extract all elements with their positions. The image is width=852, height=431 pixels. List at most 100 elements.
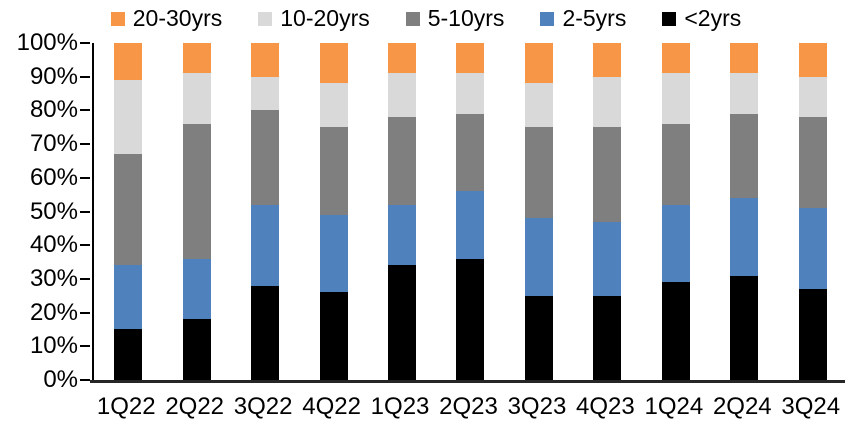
bar-segment-2-5yrs	[593, 221, 622, 296]
bar-segment-<2yrs	[798, 289, 827, 380]
y-axis-tick-mark	[80, 210, 90, 213]
bar-segment-2-5yrs	[319, 214, 348, 293]
bar-segment-10-20yrs	[182, 73, 211, 124]
bar-slot	[94, 43, 162, 380]
bar-segment-20-30yrs	[319, 43, 348, 84]
legend-swatch-icon	[540, 11, 555, 26]
legend-swatch-icon	[405, 11, 420, 26]
bar-segment-<2yrs	[114, 329, 143, 380]
bar-segment-10-20yrs	[388, 73, 417, 118]
bar-segment-20-30yrs	[798, 43, 827, 77]
bar-4Q22	[319, 43, 348, 380]
y-axis-tick-mark	[80, 75, 90, 78]
bar-1Q22	[114, 43, 143, 380]
x-axis-category-label: 2Q23	[439, 393, 498, 420]
bar-slot	[779, 43, 847, 380]
bar-segment-2-5yrs	[114, 265, 143, 330]
y-axis-tick-mark	[80, 345, 90, 348]
bar-segment-5-10yrs	[798, 117, 827, 209]
bar-slot	[162, 43, 230, 380]
y-axis-tick-mark	[80, 143, 90, 146]
bar-segment-<2yrs	[182, 319, 211, 380]
bar-segment-10-20yrs	[593, 76, 622, 128]
x-axis-line	[90, 380, 845, 383]
y-axis-tick-label: 0%	[43, 366, 78, 393]
x-axis-category-label: 3Q23	[507, 393, 567, 420]
legend-item: <2yrs	[662, 5, 741, 32]
bar-segment-10-20yrs	[661, 73, 690, 124]
bar-segment-5-10yrs	[251, 110, 280, 205]
y-axis-tick-mark	[80, 176, 90, 179]
bar-segment-5-10yrs	[319, 127, 348, 215]
legend-item: 5-10yrs	[405, 5, 504, 32]
bar-segment-2-5yrs	[388, 204, 417, 266]
bar-segment-2-5yrs	[798, 208, 827, 290]
legend-label: 20-30yrs	[132, 5, 223, 31]
bar-segment-10-20yrs	[798, 76, 827, 118]
x-axis-category-label: 1Q22	[96, 393, 156, 420]
bar-segment-20-30yrs	[593, 43, 622, 77]
legend-item: 10-20yrs	[258, 5, 370, 32]
y-axis-tick-label: 90%	[29, 62, 78, 90]
legend-swatch-icon	[110, 11, 125, 26]
bar-segment-2-5yrs	[182, 258, 211, 320]
x-axis-category-label: 2Q24	[712, 393, 772, 420]
bar-segment-10-20yrs	[456, 73, 485, 114]
bar-slot	[642, 43, 710, 380]
y-axis-labels: 0% 10% 20% 30% 40% 50% 60% 70% 80% 90% 100%	[0, 31, 78, 392]
bar-segment-20-30yrs	[730, 43, 759, 74]
y-axis-tick-label: 60%	[29, 163, 78, 191]
bar-3Q23	[524, 43, 553, 380]
legend-label: 10-20yrs	[280, 5, 370, 31]
x-axis-category-label: 2Q22	[165, 393, 225, 420]
y-axis-tick-label: 20%	[29, 298, 78, 326]
bar-slots	[94, 43, 847, 380]
bar-slot	[505, 43, 573, 380]
y-axis-tick-mark	[80, 311, 90, 314]
plot-area	[92, 43, 847, 380]
x-axis-labels: 1Q22 2Q22 3Q22 4Q22 1Q23 2Q23 3Q23 4Q23 1Q24 2Q24…	[92, 393, 845, 421]
bar-slot	[436, 43, 504, 380]
y-axis-tick-label: 40%	[29, 231, 78, 259]
bar-1Q24	[661, 43, 690, 380]
bar-segment-<2yrs	[524, 295, 553, 380]
legend-label: 2-5yrs	[562, 5, 627, 31]
x-axis-category-label: 4Q23	[576, 393, 635, 420]
bar-segment-20-30yrs	[524, 43, 553, 84]
bar-segment-<2yrs	[661, 282, 690, 380]
bar-segment-20-30yrs	[388, 43, 417, 74]
bar-segment-20-30yrs	[661, 43, 690, 74]
x-axis-category-label: 4Q22	[302, 393, 361, 420]
y-axis-tick-mark	[80, 244, 90, 247]
y-axis-tick-label: 70%	[29, 130, 78, 158]
bar-segment-2-5yrs	[251, 204, 280, 286]
legend-swatch-icon	[258, 11, 273, 26]
bar-segment-5-10yrs	[593, 127, 622, 222]
y-axis-tick-label: 30%	[29, 264, 78, 292]
legend-swatch-icon	[662, 11, 677, 26]
x-axis-category-label: 1Q23	[370, 393, 430, 420]
bar-segment-<2yrs	[251, 285, 280, 380]
bar-3Q22	[251, 43, 280, 380]
bar-segment-<2yrs	[593, 295, 622, 380]
bar-slot	[299, 43, 367, 380]
bar-segment-5-10yrs	[661, 123, 690, 205]
bar-segment-20-30yrs	[182, 43, 211, 74]
bar-segment-2-5yrs	[661, 204, 690, 283]
y-axis-tick-label: 10%	[29, 332, 78, 360]
bar-slot	[710, 43, 778, 380]
bar-segment-5-10yrs	[456, 113, 485, 192]
legend-item: 2-5yrs	[540, 5, 626, 32]
bar-segment-<2yrs	[456, 258, 485, 380]
bar-3Q24	[798, 43, 827, 380]
bar-slot	[573, 43, 641, 380]
bar-segment-5-10yrs	[730, 113, 759, 199]
bar-segment-10-20yrs	[114, 80, 143, 155]
y-axis-tick-mark	[80, 109, 90, 112]
y-axis-tick-mark	[80, 42, 90, 44]
bar-segment-<2yrs	[730, 275, 759, 380]
bar-segment-<2yrs	[319, 292, 348, 380]
bar-slot	[231, 43, 299, 380]
y-axis-tick-mark	[80, 379, 90, 381]
